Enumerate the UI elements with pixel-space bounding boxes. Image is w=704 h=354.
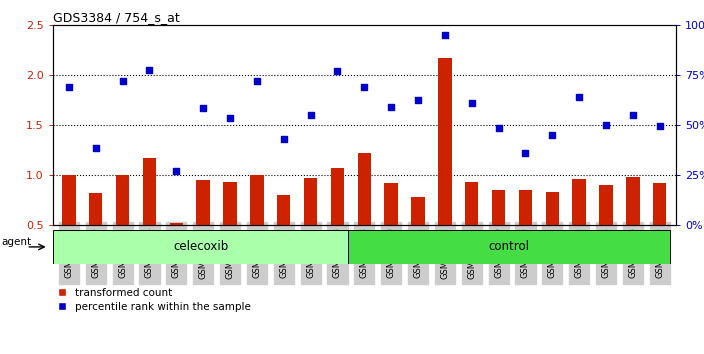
Bar bbox=[116, 175, 130, 225]
Bar bbox=[62, 175, 75, 225]
Point bbox=[198, 105, 209, 110]
Point bbox=[251, 78, 263, 84]
Legend: transformed count, percentile rank within the sample: transformed count, percentile rank withi… bbox=[58, 289, 251, 312]
Point bbox=[601, 122, 612, 128]
Point bbox=[493, 125, 504, 131]
Bar bbox=[492, 190, 505, 225]
Bar bbox=[438, 58, 451, 225]
Bar bbox=[572, 179, 586, 225]
Point bbox=[466, 100, 477, 105]
Bar bbox=[53, 230, 348, 264]
Bar bbox=[331, 168, 344, 225]
Bar bbox=[223, 182, 237, 225]
Bar bbox=[89, 193, 103, 225]
Bar bbox=[170, 223, 183, 225]
Bar bbox=[277, 195, 291, 225]
Text: agent: agent bbox=[1, 237, 31, 247]
Bar bbox=[196, 180, 210, 225]
Bar bbox=[304, 178, 318, 225]
Bar bbox=[348, 230, 670, 264]
Bar bbox=[250, 175, 263, 225]
Point bbox=[170, 168, 182, 173]
Bar bbox=[626, 177, 640, 225]
Point bbox=[278, 136, 289, 142]
Bar bbox=[599, 185, 612, 225]
Point bbox=[90, 145, 101, 150]
Text: celecoxib: celecoxib bbox=[173, 240, 228, 253]
Point bbox=[144, 67, 155, 73]
Point bbox=[520, 150, 531, 156]
Point bbox=[305, 112, 316, 118]
Bar bbox=[465, 182, 479, 225]
Point bbox=[574, 94, 585, 99]
Bar bbox=[519, 190, 532, 225]
Point bbox=[386, 104, 397, 110]
Point bbox=[358, 84, 370, 90]
Text: GDS3384 / 754_s_at: GDS3384 / 754_s_at bbox=[53, 11, 180, 24]
Point bbox=[547, 132, 558, 138]
Point bbox=[117, 78, 128, 84]
Point bbox=[654, 123, 665, 129]
Point bbox=[439, 32, 451, 38]
Bar bbox=[653, 183, 667, 225]
Bar bbox=[358, 153, 371, 225]
Bar bbox=[546, 192, 559, 225]
Text: control: control bbox=[489, 240, 530, 253]
Bar bbox=[384, 183, 398, 225]
Bar bbox=[411, 197, 425, 225]
Point bbox=[225, 115, 236, 121]
Point bbox=[627, 112, 639, 118]
Point bbox=[413, 97, 424, 103]
Point bbox=[332, 68, 343, 74]
Point bbox=[63, 84, 75, 90]
Bar bbox=[143, 158, 156, 225]
